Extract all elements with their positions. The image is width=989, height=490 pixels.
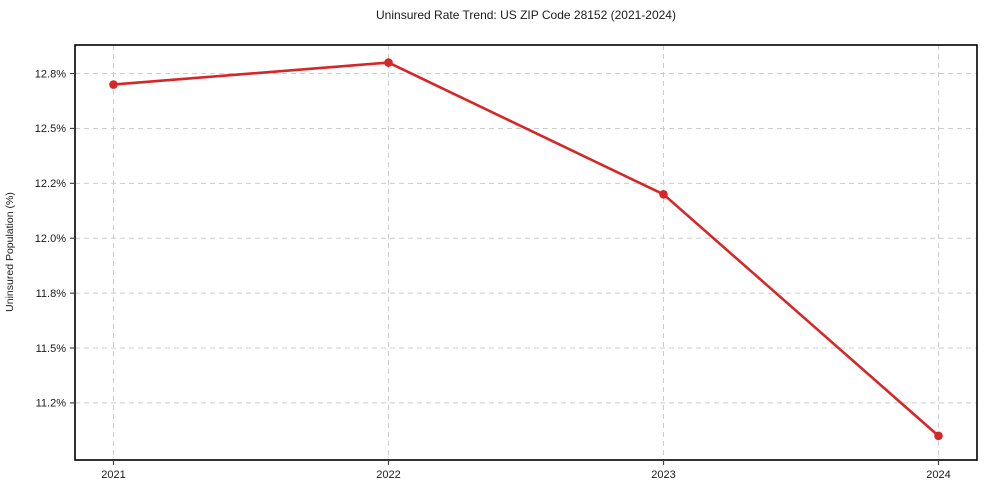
plot-frame bbox=[74, 44, 978, 461]
y-tick-label: 12.0% bbox=[35, 233, 66, 245]
y-tick-label: 11.8% bbox=[36, 288, 67, 300]
y-tick-label: 11.2% bbox=[36, 398, 67, 410]
x-tick-label: 2023 bbox=[651, 469, 675, 481]
data-point bbox=[384, 58, 393, 67]
x-tick-label: 2022 bbox=[376, 469, 400, 481]
x-tick-label: 2024 bbox=[926, 469, 950, 481]
trend-line bbox=[112, 61, 940, 438]
y-tick-label: 12.2% bbox=[35, 178, 66, 190]
data-point bbox=[934, 431, 943, 441]
data-point bbox=[659, 190, 668, 199]
y-tick-label: 11.5% bbox=[36, 343, 67, 355]
chart-title: Uninsured Rate Trend: US ZIP Code 28152 … bbox=[376, 8, 676, 22]
y-tick-label: 12.8% bbox=[35, 68, 66, 80]
y-tick-label: 12.5% bbox=[35, 123, 66, 135]
x-tick-label: 2021 bbox=[101, 469, 125, 481]
data-point bbox=[109, 80, 118, 89]
